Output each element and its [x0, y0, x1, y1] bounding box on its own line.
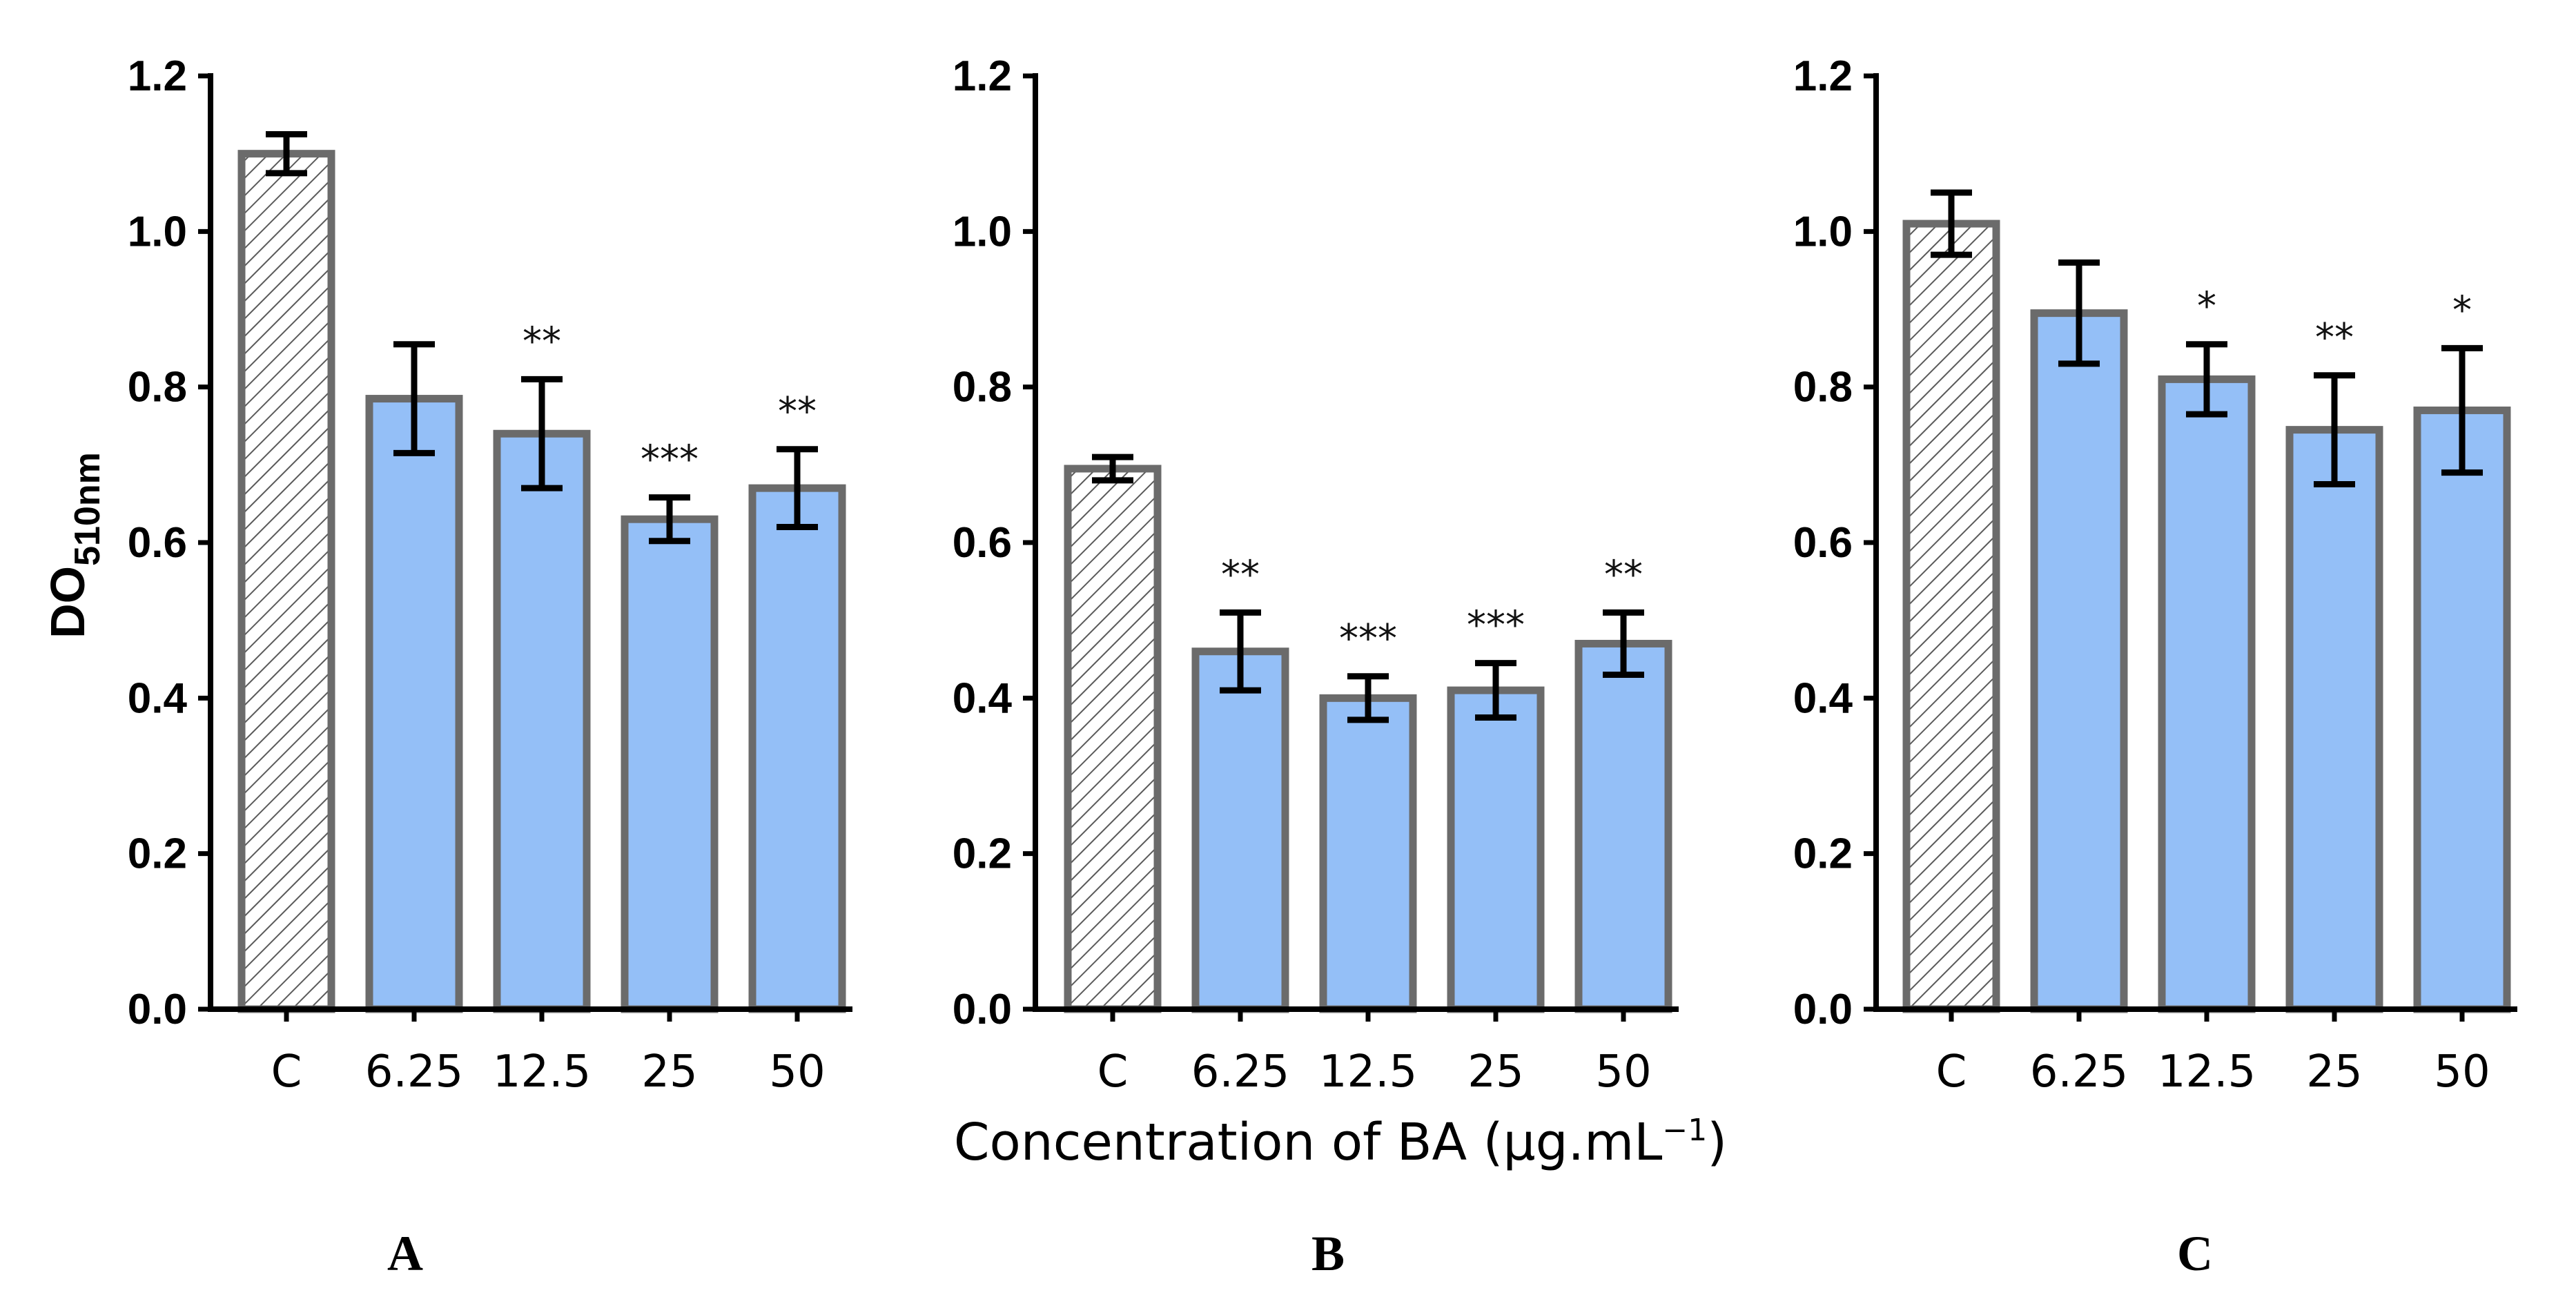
panel-c-y-tick-label: 0.6 — [1793, 519, 1853, 567]
panel-a-category-label: 50 — [769, 1046, 825, 1098]
panel-c-significance-label: ** — [2315, 315, 2354, 360]
panel-b-significance-label: *** — [1339, 616, 1397, 661]
panel-b-y-tick-label: 1.0 — [953, 208, 1012, 255]
panel-c-category-label: 12.5 — [2158, 1046, 2256, 1098]
panel-b-y-tick-label: 0.4 — [953, 674, 1013, 722]
panel-a-category-label: C — [271, 1046, 302, 1098]
panel-c-significance-label: * — [2197, 284, 2216, 329]
panel-a-bar — [365, 395, 463, 1013]
panel-a-bar — [748, 484, 846, 1013]
chart-panel-a: 0.0 0.2 0.4 0.6 0.8 1.0 1.2 C 6.25 ** 12.5 *** 25 ** 5… — [128, 52, 852, 1098]
panel-b-category-label: 12.5 — [1319, 1046, 1418, 1098]
panel-c-bar — [2158, 375, 2256, 1013]
panel-a-y-tick-label: 1.0 — [128, 208, 187, 255]
panel-b-bar — [1191, 647, 1289, 1013]
panel-c-bar — [2285, 426, 2383, 1013]
panel-a-y-tick-label: 0.0 — [128, 986, 187, 1033]
panel-c-category-label: 50 — [2434, 1046, 2490, 1098]
panel-b-bar — [1319, 694, 1417, 1013]
panel-b-category-label: 25 — [1467, 1046, 1523, 1098]
panel-a-category-label: 25 — [641, 1046, 697, 1098]
panel-b-category-label: C — [1097, 1046, 1129, 1098]
chart-panel-b: 0.0 0.2 0.4 0.6 0.8 1.0 1.2 C ** 6.25 *** 12.5 *** 25… — [953, 52, 1679, 1098]
panel-b-y-tick-label: 1.2 — [953, 52, 1012, 100]
panel-a-significance-label: *** — [641, 438, 699, 483]
x-axis-label-text: Concentration of BA (µg.mL — [954, 1113, 1663, 1172]
chart-panel-c: 0.0 0.2 0.4 0.6 0.8 1.0 1.2 C 6.25 * 12.5 ** 25 * 50 — [1793, 52, 2517, 1098]
y-axis-label-sub: 510nm — [68, 452, 108, 566]
panel-a-bar — [621, 515, 719, 1013]
y-axis-label-main: DO — [41, 566, 95, 639]
panel-b-significance-label: *** — [1467, 603, 1525, 648]
panel-c-category-label: C — [1936, 1046, 1967, 1098]
panel-c-y-tick-label: 0.0 — [1793, 986, 1853, 1033]
panel-a-y-tick-label: 0.4 — [128, 674, 188, 722]
panel-b-bar — [1064, 465, 1162, 1013]
panel-b-y-tick-label: 0.0 — [953, 986, 1012, 1033]
x-axis-label-superscript: −1 — [1662, 1113, 1707, 1148]
panel-a-y-tick-label: 1.2 — [128, 52, 187, 100]
panel-a-bar — [493, 429, 591, 1013]
panel-c-bar — [2030, 309, 2128, 1013]
panel-c-bar — [2413, 406, 2511, 1013]
panel-a-bar — [237, 150, 335, 1013]
y-axis-label: DO510nm — [41, 452, 108, 639]
panel-b-bar — [1447, 686, 1545, 1013]
panel-c-y-tick-label: 0.8 — [1793, 364, 1853, 411]
panel-b-bar — [1574, 639, 1672, 1013]
panel-a-y-tick-label: 0.6 — [128, 519, 187, 567]
panel-b-y-tick-label: 0.6 — [953, 519, 1012, 567]
panel-b-significance-label: ** — [1221, 552, 1260, 597]
panel-letter-c: C — [2177, 1226, 2213, 1281]
panel-c-category-label: 6.25 — [2030, 1046, 2129, 1098]
panel-a-significance-label: ** — [523, 319, 561, 364]
panel-c-significance-label: * — [2452, 288, 2472, 333]
panel-c-category-label: 25 — [2306, 1046, 2362, 1098]
panel-a-significance-label: ** — [778, 389, 817, 434]
panel-c-y-tick-label: 0.2 — [1793, 830, 1853, 878]
panel-a-y-tick-label: 0.8 — [128, 364, 187, 411]
panel-b-significance-label: ** — [1604, 552, 1643, 597]
panel-letter-a: A — [387, 1226, 423, 1281]
panel-a-category-label: 12.5 — [493, 1046, 592, 1098]
panel-c-y-tick-label: 0.4 — [1793, 674, 1853, 722]
panel-b-category-label: 50 — [1595, 1046, 1651, 1098]
x-axis-label-close: ) — [1707, 1113, 1727, 1172]
panel-b-y-tick-label: 0.8 — [953, 364, 1012, 411]
panel-letter-b: B — [1311, 1226, 1345, 1281]
panel-b-y-tick-label: 0.2 — [953, 830, 1012, 878]
panel-b-category-label: 6.25 — [1191, 1046, 1290, 1098]
panel-c-y-tick-label: 1.2 — [1793, 52, 1853, 100]
panel-a-category-label: 6.25 — [365, 1046, 464, 1098]
panel-c-y-tick-label: 1.0 — [1793, 208, 1853, 255]
x-axis-label: Concentration of BA (µg.mL−1) — [954, 1113, 1727, 1172]
panel-a-y-tick-label: 0.2 — [128, 830, 187, 878]
panel-c-bar — [1902, 220, 2000, 1013]
